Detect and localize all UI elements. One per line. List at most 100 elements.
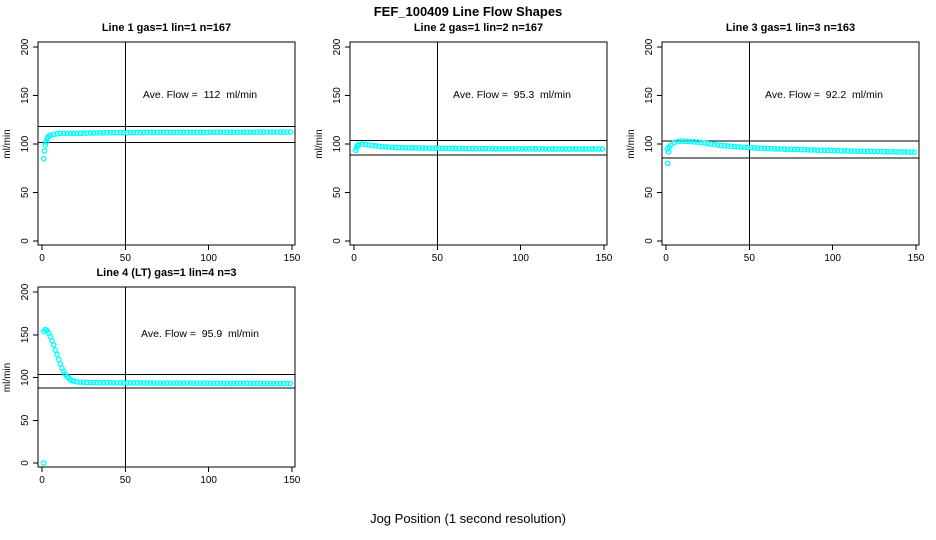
data-point bbox=[678, 138, 684, 144]
y-tick-label: 50 bbox=[644, 187, 655, 199]
data-point bbox=[406, 145, 412, 151]
data-point bbox=[190, 380, 197, 387]
data-point bbox=[851, 148, 858, 154]
data-point bbox=[160, 380, 167, 386]
x-tick-label: 150 bbox=[596, 253, 613, 264]
data-point bbox=[778, 146, 784, 152]
plot-box bbox=[37, 286, 296, 468]
data-point bbox=[157, 380, 164, 386]
data-point bbox=[452, 145, 459, 152]
data-point bbox=[130, 380, 137, 386]
data-point bbox=[741, 144, 748, 151]
data-point bbox=[372, 143, 379, 149]
data-point bbox=[77, 379, 84, 385]
ave-flow-annotation: Ave. Flow = 95.9 ml/min bbox=[141, 328, 259, 340]
ave-flow-annotation: Ave. Flow = 95.3 ml/min bbox=[453, 89, 571, 101]
x-tick-label: 100 bbox=[200, 475, 217, 486]
data-point bbox=[97, 130, 104, 136]
plot-area: 0 50 100 150 200 0 50 100 150 ml/min bbox=[2, 283, 301, 486]
data-point bbox=[42, 142, 49, 148]
data-point bbox=[599, 146, 606, 152]
y-axis-title: ml/min bbox=[2, 129, 13, 158]
data-point bbox=[114, 379, 120, 386]
data-point bbox=[177, 380, 184, 386]
data-point bbox=[240, 129, 247, 136]
data-point bbox=[509, 145, 516, 152]
data-point bbox=[194, 129, 200, 136]
data-point bbox=[234, 380, 240, 387]
data-point bbox=[117, 129, 124, 136]
data-point bbox=[84, 379, 90, 386]
data-point bbox=[824, 147, 831, 154]
data-point bbox=[731, 143, 738, 150]
data-point bbox=[134, 129, 140, 136]
data-point bbox=[110, 379, 117, 386]
plot-box bbox=[37, 41, 296, 246]
data-point bbox=[449, 145, 456, 152]
data-point bbox=[868, 148, 874, 155]
data-point bbox=[90, 130, 97, 136]
data-point bbox=[107, 129, 114, 136]
data-point bbox=[828, 147, 834, 154]
data-point bbox=[818, 147, 824, 154]
data-point bbox=[124, 380, 130, 386]
data-point bbox=[70, 130, 77, 137]
data-point bbox=[74, 378, 80, 385]
data-point bbox=[100, 379, 107, 386]
data-point bbox=[684, 138, 691, 145]
data-point bbox=[43, 139, 50, 145]
data-point bbox=[117, 379, 124, 386]
data-point bbox=[170, 380, 177, 386]
x-tick-label: 50 bbox=[120, 253, 132, 264]
data-point bbox=[502, 145, 509, 152]
data-point bbox=[147, 380, 154, 386]
data-point bbox=[559, 146, 566, 152]
subplot-title: Line 4 (LT) gas=1 lin=4 n=3 bbox=[96, 267, 237, 279]
x-tick-label: 0 bbox=[39, 253, 45, 264]
data-point bbox=[522, 146, 529, 152]
data-point bbox=[140, 129, 147, 136]
data-point bbox=[127, 129, 134, 136]
data-point bbox=[54, 130, 60, 137]
subplot-line-1: Line 1 gas=1 lin=1 n=167 0 50 100 150 200 0 50… bbox=[0, 20, 312, 270]
data-point bbox=[362, 141, 369, 148]
data-point bbox=[62, 371, 69, 377]
data-point bbox=[80, 130, 87, 136]
data-point bbox=[386, 144, 392, 150]
data-point bbox=[157, 129, 164, 136]
data-point bbox=[562, 146, 569, 152]
x-tick-label: 0 bbox=[351, 253, 357, 264]
data-point bbox=[798, 146, 804, 153]
data-point bbox=[247, 129, 254, 136]
plot-box bbox=[349, 41, 608, 246]
data-point bbox=[744, 144, 751, 151]
data-point bbox=[874, 148, 881, 155]
data-point bbox=[566, 146, 572, 152]
data-point bbox=[794, 146, 801, 153]
data-point bbox=[280, 129, 287, 135]
data-point bbox=[160, 129, 167, 136]
data-point bbox=[429, 145, 436, 152]
data-point bbox=[416, 145, 422, 151]
data-point bbox=[382, 144, 389, 150]
data-point bbox=[904, 149, 911, 155]
data-point bbox=[691, 139, 698, 145]
data-point bbox=[154, 380, 160, 386]
data-point bbox=[512, 145, 519, 152]
data-point bbox=[57, 130, 64, 137]
data-point bbox=[834, 147, 841, 154]
data-point bbox=[844, 148, 851, 154]
data-point bbox=[704, 140, 711, 147]
plot-box bbox=[661, 41, 920, 246]
data-point bbox=[45, 330, 52, 336]
data-point bbox=[187, 380, 194, 386]
data-point bbox=[838, 147, 844, 154]
data-point bbox=[40, 460, 47, 466]
data-point bbox=[858, 148, 864, 155]
data-point bbox=[748, 144, 754, 151]
data-point bbox=[412, 145, 419, 151]
data-point bbox=[277, 380, 284, 387]
data-point bbox=[871, 148, 878, 155]
data-point bbox=[264, 380, 270, 387]
data-point bbox=[781, 146, 788, 152]
